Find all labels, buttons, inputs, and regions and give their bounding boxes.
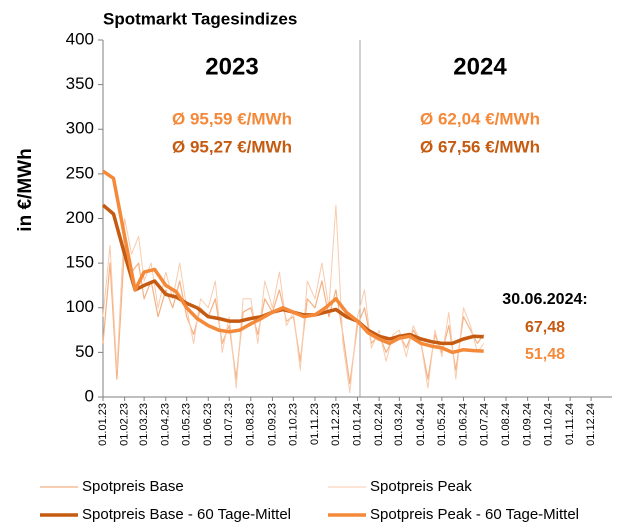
legend-label: Spotpreis Base	[82, 478, 184, 495]
annotation: Ø 95,59 €/MWh	[172, 109, 292, 128]
y-tick-label: 150	[66, 253, 94, 272]
y-tick-label: 350	[66, 74, 94, 93]
x-tick-label: 01.05.24	[436, 403, 448, 446]
y-tick-label: 50	[75, 342, 94, 361]
annotation: 67,48	[525, 319, 565, 336]
x-tick-label: 01.08.24	[500, 403, 512, 446]
legend-label: Spotpreis Base - 60 Tage-Mittel	[82, 506, 291, 523]
y-tick-label: 0	[85, 386, 94, 405]
y-tick-label: 300	[66, 119, 94, 138]
series-line	[102, 169, 484, 355]
annotation: 2024	[453, 53, 507, 80]
x-tick-label: 01.03.24	[393, 403, 405, 446]
legend-label: Spotpreis Peak	[370, 478, 472, 495]
y-tick-label: 200	[66, 208, 94, 227]
x-tick-label: 01.01.23	[97, 403, 109, 446]
annotation: Ø 95,27 €/MWh	[172, 137, 292, 156]
x-tick-label: 01.03.23	[138, 403, 150, 446]
y-axis-label: in €/MWh	[15, 148, 36, 231]
annotation: Ø 62,04 €/MWh	[420, 109, 540, 128]
annotation: 51,48	[525, 346, 565, 363]
x-tick-label: 01.05.23	[181, 403, 193, 446]
annotation: 30.06.2024:	[502, 291, 587, 308]
y-tick-label: 400	[66, 29, 94, 48]
x-tick-label: 01.10.23	[287, 403, 299, 446]
x-tick-label: 01.08.23	[245, 403, 257, 446]
x-tick-label: 01.09.24	[522, 403, 534, 446]
x-tick-label: 01.04.23	[160, 403, 172, 446]
x-tick-label: 01.06.23	[202, 403, 214, 446]
legend-label: Spotpreis Peak - 60 Tage-Mittel	[370, 506, 579, 523]
chart-title: Spotmarkt Tagesindizes	[103, 9, 297, 28]
y-tick-label: 100	[66, 297, 94, 316]
x-tick-label: 01.10.24	[542, 403, 554, 446]
x-tick-label: 01.11.24	[564, 403, 576, 445]
x-tick-label: 01.02.23	[119, 403, 131, 446]
annotation: Ø 67,56 €/MWh	[420, 137, 540, 156]
series-line	[102, 204, 485, 393]
x-tick-label: 01.11.23	[309, 403, 321, 445]
annotation: 2023	[205, 53, 258, 80]
y-tick-label: 250	[66, 163, 94, 182]
x-tick-label: 01.12.23	[330, 403, 342, 446]
x-tick-label: 01.07.23	[223, 403, 235, 446]
x-tick-label: 01.06.24	[457, 403, 469, 446]
x-tick-label: 01.02.24	[373, 403, 385, 446]
x-tick-label: 01.01.24	[351, 403, 363, 446]
x-tick-label: 01.04.24	[415, 403, 427, 446]
x-tick-label: 01.12.24	[585, 403, 597, 446]
x-tick-label: 01.07.24	[478, 403, 490, 446]
x-tick-label: 01.09.23	[266, 403, 278, 446]
